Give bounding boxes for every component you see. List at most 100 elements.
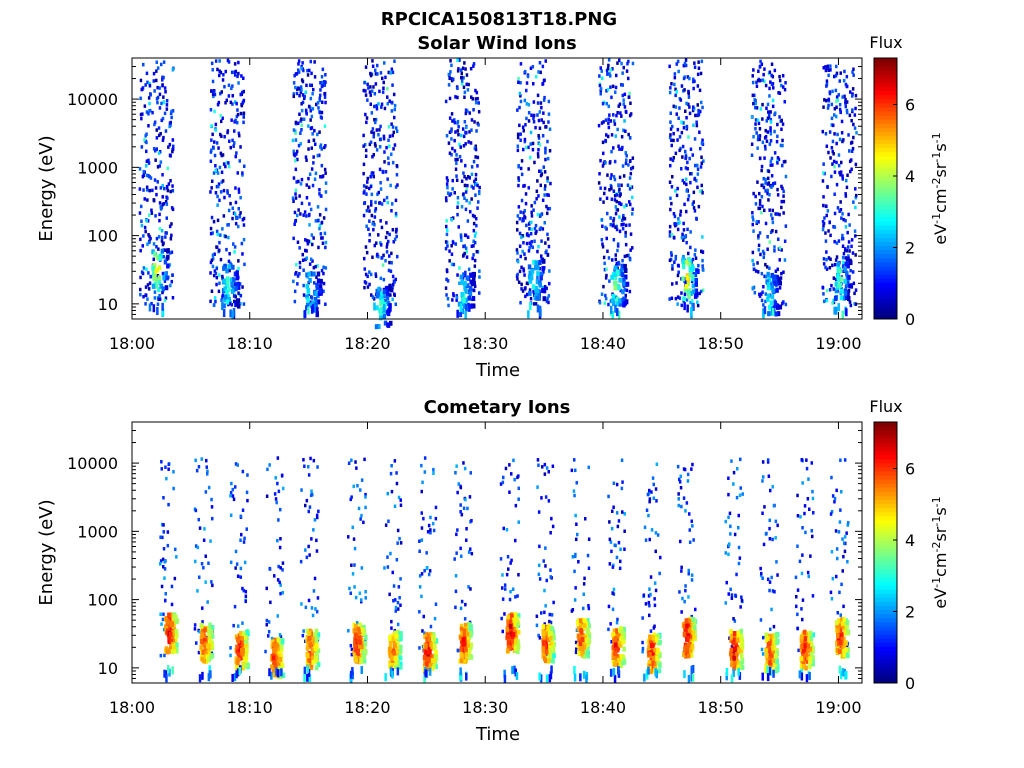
flux-pixel [530, 113, 533, 117]
flux-pixel [693, 137, 697, 141]
flux-pixel [848, 300, 852, 304]
flux-pixel [234, 154, 237, 159]
flux-pixel [161, 242, 165, 247]
flux-pixel [161, 83, 164, 87]
flux-pixel [608, 279, 611, 283]
flux-pixel [430, 645, 434, 651]
flux-pixel [431, 521, 435, 526]
flux-pixel [548, 674, 552, 683]
flux-pixel [161, 290, 164, 295]
flux-pixel [424, 649, 428, 655]
flux-pixel [390, 109, 394, 113]
flux-pixel [519, 62, 523, 66]
flux-pixel [170, 584, 174, 589]
flux-pixel [605, 89, 608, 93]
flux-pixel [674, 257, 677, 261]
flux-pixel [529, 296, 533, 301]
flux-pixel [776, 267, 779, 272]
flux-pixel [237, 131, 241, 136]
flux-pixel [530, 210, 533, 215]
flux-pixel [233, 62, 237, 66]
flux-pixel [160, 460, 163, 464]
flux-pixel [297, 208, 300, 212]
flux-pixel [232, 623, 235, 628]
flux-pixel [533, 200, 537, 205]
flux-pixel [548, 654, 552, 660]
flux-pixel [472, 221, 476, 226]
flux-pixel [297, 179, 300, 184]
flux-pixel [223, 135, 226, 139]
flux-pixel [463, 183, 467, 188]
x-tick-label: 19:00 [815, 334, 861, 353]
flux-pixel [321, 67, 325, 72]
flux-pixel [627, 76, 630, 81]
flux-pixel [614, 211, 618, 216]
flux-pixel [694, 278, 698, 283]
flux-pixel [686, 304, 689, 313]
flux-pixel [426, 530, 430, 534]
flux-pixel [384, 170, 388, 174]
flux-pixel [694, 256, 698, 260]
flux-pixel [274, 476, 277, 480]
flux-pixel [161, 535, 164, 540]
flux-pixel [279, 591, 282, 596]
flux-pixel [206, 472, 209, 476]
flux-pixel [278, 639, 282, 645]
flux-pixel [826, 209, 830, 213]
flux-pixel [364, 272, 368, 277]
flux-pixel [692, 200, 695, 204]
flux-pixel [310, 83, 313, 88]
flux-pixel [217, 146, 220, 150]
flux-pixel [161, 302, 164, 311]
flux-pixel [237, 259, 240, 263]
flux-pixel [669, 120, 672, 124]
flux-pixel [163, 186, 166, 191]
flux-pixel [351, 525, 354, 530]
flux-pixel [374, 72, 378, 76]
flux-pixel [279, 652, 283, 658]
flux-pixel [313, 281, 316, 285]
flux-pixel [389, 71, 392, 75]
flux-pixel [586, 646, 590, 651]
colorbar-swatch [874, 159, 897, 165]
flux-pixel [678, 135, 682, 139]
flux-pixel [542, 98, 546, 102]
flux-pixel [838, 137, 842, 142]
flux-pixel [521, 219, 524, 223]
flux-pixel [392, 130, 395, 135]
flux-pixel [606, 173, 609, 177]
flux-pixel [383, 61, 386, 65]
flux-pixel [316, 153, 320, 158]
flux-pixel [373, 92, 377, 96]
flux-pixel [228, 139, 231, 143]
flux-pixel [318, 192, 321, 196]
flux-pixel [683, 61, 687, 66]
flux-pixel [551, 524, 555, 529]
flux-pixel [313, 576, 317, 581]
flux-pixel [544, 148, 547, 153]
flux-pixel [237, 71, 240, 76]
flux-pixel [535, 614, 539, 618]
flux-pixel [626, 61, 629, 66]
flux-pixel [552, 653, 556, 659]
flux-pixel [761, 290, 764, 294]
flux-pixel [539, 271, 544, 277]
flux-pixel [447, 83, 451, 87]
flux-pixel [347, 461, 351, 465]
flux-pixel [610, 133, 614, 137]
flux-pixel [294, 85, 297, 90]
flux-pixel [279, 583, 282, 587]
flux-pixel [390, 626, 393, 630]
flux-pixel [318, 188, 321, 192]
flux-pixel [210, 629, 214, 635]
flux-pixel [353, 652, 357, 658]
flux-pixel [320, 75, 324, 79]
flux-pixel [379, 137, 382, 142]
flux-pixel [322, 271, 325, 276]
flux-pixel [364, 154, 368, 158]
x-tick-label: 18:00 [109, 334, 155, 353]
flux-pixel [475, 90, 479, 95]
flux-pixel [541, 631, 546, 637]
flux-pixel [465, 125, 468, 130]
flux-pixel [701, 250, 705, 254]
